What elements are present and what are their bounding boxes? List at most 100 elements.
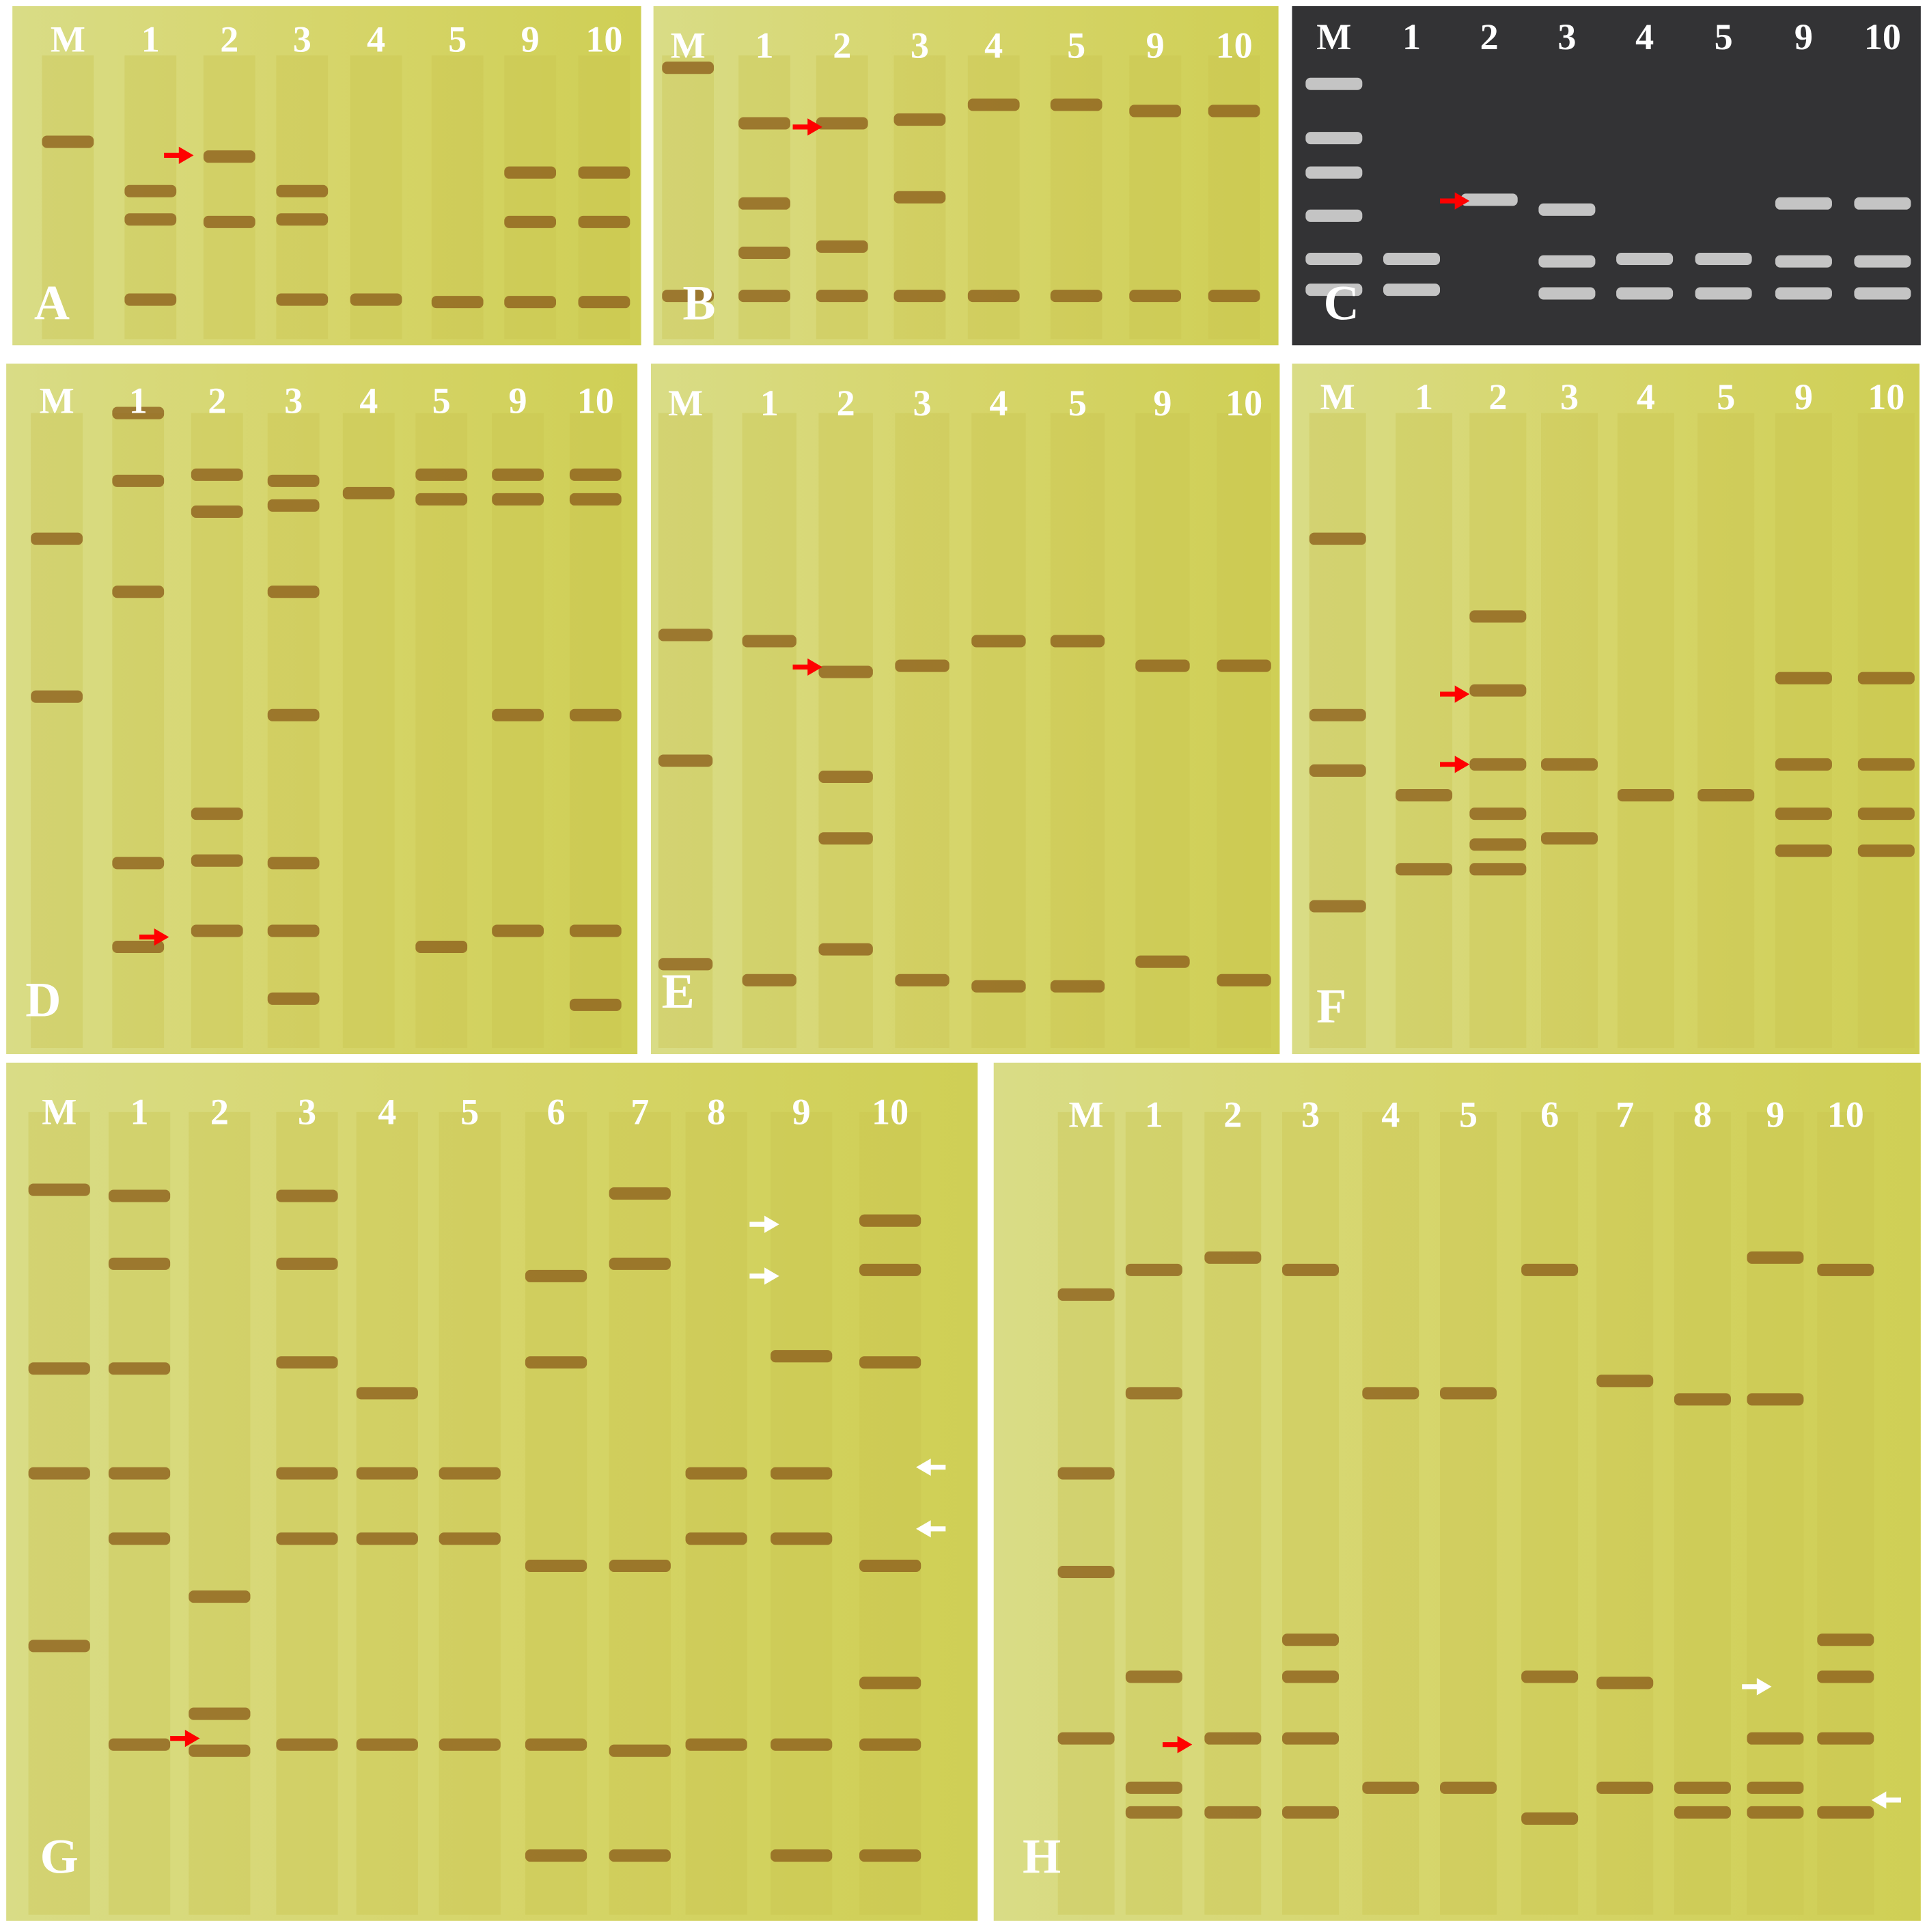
band — [609, 1187, 671, 1200]
lane-label: 3 — [293, 19, 311, 60]
lane — [1596, 1112, 1654, 1915]
band — [1125, 1806, 1182, 1819]
band — [1817, 1263, 1874, 1276]
lane-label: 5 — [1067, 25, 1085, 66]
lane-label: 4 — [359, 380, 378, 421]
lane — [276, 1112, 338, 1915]
band — [1469, 610, 1527, 623]
lane-label: 1 — [755, 25, 774, 66]
lane — [1747, 1112, 1804, 1915]
lane-label: M — [671, 25, 706, 66]
lane-label: 9 — [1153, 383, 1172, 424]
band — [1282, 1806, 1340, 1819]
band — [1204, 1251, 1262, 1264]
lane-label: 10 — [1864, 16, 1901, 57]
lane-label: 5 — [460, 1092, 479, 1133]
lane — [1217, 413, 1271, 1049]
lane-label: M — [1320, 376, 1355, 417]
band — [685, 1467, 747, 1480]
band — [569, 468, 622, 481]
band — [276, 1738, 338, 1751]
lane-label: 2 — [220, 19, 238, 60]
lane-label: 9 — [1794, 376, 1813, 417]
lane — [1309, 413, 1366, 1049]
band — [431, 296, 484, 309]
band — [1305, 284, 1363, 296]
lane-label: 10 — [1216, 25, 1253, 66]
lane — [1817, 1112, 1874, 1915]
band — [267, 857, 320, 870]
lane-label: 10 — [585, 19, 622, 60]
lane — [504, 55, 557, 340]
band — [1129, 105, 1182, 118]
gel-panel: M 1 2 3 4 5 9 10 D — [6, 363, 638, 1055]
lane-label: 5 — [1459, 1094, 1478, 1135]
band — [1362, 1781, 1419, 1794]
band — [609, 1849, 671, 1862]
lane — [742, 413, 796, 1049]
lane-label: 7 — [1616, 1094, 1634, 1135]
lane-label: M — [42, 1092, 77, 1133]
lane-label: 1 — [141, 19, 160, 60]
band — [1747, 1732, 1804, 1745]
lane-label: 1 — [130, 1092, 149, 1133]
band — [1469, 808, 1527, 820]
band — [124, 213, 177, 226]
band — [276, 184, 329, 197]
lane-label: 1 — [129, 380, 148, 421]
band — [31, 690, 83, 703]
band — [1208, 105, 1260, 118]
band — [108, 1189, 171, 1202]
band — [1309, 708, 1366, 721]
gel-background — [6, 1062, 978, 1921]
band — [108, 1362, 171, 1375]
lane — [658, 413, 713, 1049]
band — [1460, 193, 1518, 206]
lane-label: 3 — [1301, 1094, 1320, 1135]
lane — [1674, 1112, 1731, 1915]
band — [112, 474, 165, 487]
band — [525, 1738, 587, 1751]
arrow — [916, 1458, 946, 1476]
arrow — [749, 1267, 779, 1285]
band — [1469, 863, 1527, 876]
band — [859, 1676, 921, 1689]
band — [124, 293, 177, 306]
band — [609, 1559, 671, 1573]
band — [189, 1744, 251, 1757]
lane — [431, 55, 484, 340]
band — [1282, 1633, 1340, 1646]
band — [1817, 1670, 1874, 1683]
band — [1538, 255, 1596, 268]
band — [1362, 1387, 1419, 1400]
band — [203, 215, 255, 228]
band — [1305, 209, 1363, 222]
lane — [108, 1112, 171, 1915]
band — [859, 1849, 921, 1862]
band — [1538, 287, 1596, 300]
band — [1204, 1806, 1262, 1819]
lane — [1050, 413, 1105, 1049]
band — [818, 665, 873, 678]
band — [276, 213, 329, 226]
lane-label: 2 — [1480, 16, 1499, 57]
gel-panel: M 1 2 3 4 5 9 10 A — [12, 6, 641, 346]
band — [742, 635, 796, 648]
band — [108, 1257, 171, 1270]
lane-label: 10 — [1827, 1094, 1864, 1135]
band — [818, 943, 873, 956]
lane-label: 4 — [984, 25, 1003, 66]
lane — [342, 413, 395, 1049]
band — [609, 1744, 671, 1757]
lane — [569, 413, 622, 1049]
lane-label: 9 — [509, 380, 527, 421]
lane-label: 1 — [1402, 16, 1421, 57]
band — [771, 1467, 833, 1480]
band — [1050, 98, 1103, 111]
lane-label: 2 — [833, 25, 851, 66]
band — [28, 1467, 90, 1480]
band — [1775, 672, 1832, 685]
lane-label: 5 — [432, 380, 451, 421]
lane-label: M — [51, 19, 85, 60]
